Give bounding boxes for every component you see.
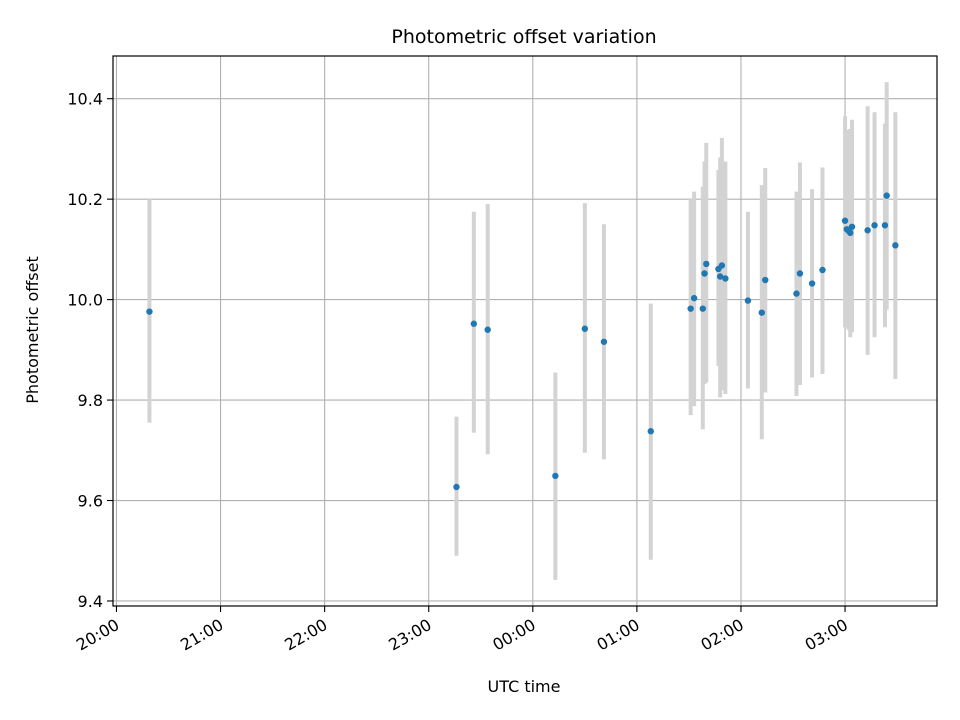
chart-title: Photometric offset variation	[391, 26, 656, 48]
data-point	[453, 483, 460, 491]
data-point	[581, 325, 589, 332]
data-point	[762, 276, 769, 284]
y-tick-label: 10.0	[67, 291, 103, 310]
data-point	[864, 227, 871, 234]
data-point	[701, 270, 708, 277]
y-axis-label: Photometric offset	[23, 256, 42, 404]
x-axis-label: UTC time	[488, 677, 561, 696]
data-point	[687, 305, 694, 312]
data-point	[871, 222, 878, 229]
data-point	[716, 273, 724, 280]
data-point	[699, 305, 707, 312]
data-point	[793, 290, 800, 297]
data-point	[819, 266, 826, 274]
data-point	[758, 309, 765, 316]
data-point	[744, 297, 752, 304]
data-point	[881, 222, 889, 229]
data-point	[892, 242, 899, 249]
y-tick-label: 10.2	[67, 190, 103, 209]
data-point	[883, 192, 890, 199]
data-point	[722, 275, 729, 282]
data-point	[796, 270, 804, 277]
data-point	[552, 472, 559, 480]
data-point	[848, 223, 856, 230]
data-point	[703, 260, 710, 268]
data-point	[808, 280, 816, 287]
data-point	[600, 338, 608, 345]
data-point	[146, 308, 153, 315]
data-point	[470, 320, 478, 327]
y-tick-label: 9.6	[78, 492, 103, 511]
y-tick-label: 9.4	[78, 592, 103, 611]
data-point	[484, 326, 491, 333]
data-point	[647, 428, 654, 435]
y-tick-label: 10.4	[67, 90, 103, 109]
data-point	[690, 294, 698, 302]
plot-frame	[112, 55, 938, 607]
data-point	[841, 217, 849, 224]
data-point	[847, 229, 854, 237]
y-tick-label: 9.8	[78, 391, 103, 410]
y-axis-ticks: 9.4 9.6 9.8 10.0 10.2 10.4	[67, 90, 113, 611]
data-point	[718, 262, 726, 269]
data-points	[146, 192, 899, 491]
